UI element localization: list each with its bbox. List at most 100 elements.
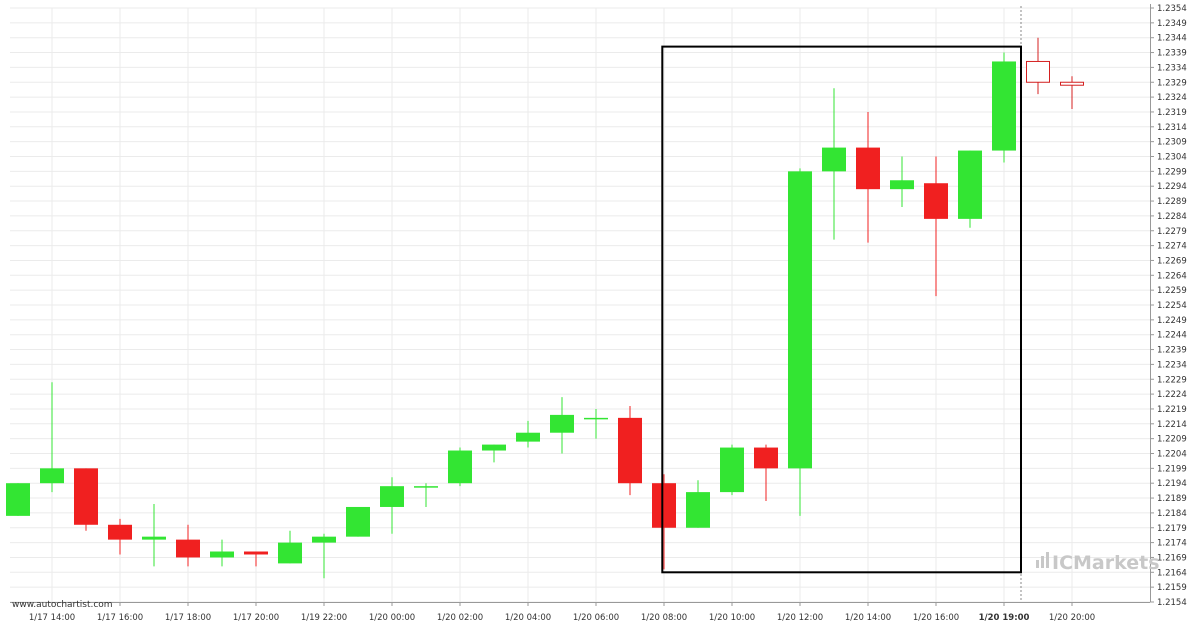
- candle-body: [924, 183, 948, 219]
- candle: [40, 382, 64, 493]
- candle: [992, 52, 1016, 163]
- candle-body: [448, 450, 472, 484]
- pattern-box: [661, 45, 1022, 574]
- x-tick-label: 1/20 02:00: [437, 613, 483, 623]
- candle: [346, 506, 370, 537]
- candle: [482, 444, 506, 463]
- candle-body: [652, 483, 676, 528]
- x-tick-label: 1/17 20:00: [233, 613, 279, 623]
- x-tick-label: 1/20 16:00: [913, 613, 959, 623]
- y-tick-label: 1.2319: [1157, 108, 1187, 118]
- y-tick-label: 1.2309: [1157, 138, 1187, 148]
- x-tick-label: 1/17 18:00: [165, 613, 211, 623]
- x-tick-label: 1/20 12:00: [777, 613, 823, 623]
- y-tick-label: 1.2209: [1157, 435, 1187, 445]
- y-tick-label: 1.2334: [1157, 63, 1187, 73]
- candle-body: [1026, 60, 1050, 83]
- candle: [176, 524, 200, 567]
- y-tick-label: 1.2284: [1157, 212, 1187, 222]
- y-tick-label: 1.2234: [1157, 360, 1187, 370]
- y-tick-label: 1.2164: [1157, 568, 1187, 578]
- candle-body: [550, 414, 574, 433]
- x-tick-label: 1/20 06:00: [573, 613, 619, 623]
- candle-body: [516, 432, 540, 442]
- y-tick-label: 1.2349: [1157, 19, 1187, 29]
- x-tick-label: 1/20 19:00: [979, 613, 1030, 623]
- candle-body: [312, 536, 336, 543]
- y-tick-label: 1.2189: [1157, 494, 1187, 504]
- candle-body: [890, 180, 914, 190]
- y-tick-label: 1.2304: [1157, 153, 1187, 163]
- y-tick-label: 1.2174: [1157, 539, 1187, 549]
- candle: [720, 444, 744, 496]
- y-tick-label: 1.2154: [1157, 598, 1187, 608]
- y-tick-label: 1.2344: [1157, 34, 1187, 44]
- x-tick-label: 1/20 14:00: [845, 613, 891, 623]
- candle: [652, 474, 676, 570]
- x-tick-label: 1/20 04:00: [505, 613, 551, 623]
- candle-body: [6, 483, 30, 516]
- candle: [686, 480, 710, 528]
- y-tick-label: 1.2354: [1157, 4, 1187, 14]
- candle: [924, 156, 948, 297]
- y-tick-label: 1.2169: [1157, 553, 1187, 563]
- candle-body: [380, 486, 404, 507]
- y-tick-label: 1.2329: [1157, 78, 1187, 88]
- candle: [312, 533, 336, 579]
- x-axis: 1/17 14:00 1/17 16:00 1/17 18:00 1/17 20:00…: [10, 602, 1150, 623]
- candle: [6, 483, 30, 516]
- candle-body: [346, 506, 370, 537]
- candle: [754, 444, 778, 502]
- y-tick-label: 1.2294: [1157, 182, 1187, 192]
- y-tick-label: 1.2264: [1157, 271, 1187, 281]
- y-tick-label: 1.2314: [1157, 123, 1187, 133]
- y-tick-label: 1.2339: [1157, 49, 1187, 59]
- candle-body: [1060, 81, 1084, 86]
- candle: [244, 551, 268, 567]
- candle-body: [74, 468, 98, 525]
- x-tick-label: 1/20 08:00: [641, 613, 687, 623]
- candle: [584, 408, 608, 439]
- candle: [108, 518, 132, 555]
- candle-body: [754, 447, 778, 469]
- pattern-box-layer: [661, 45, 1022, 574]
- candle-body: [210, 551, 234, 558]
- candle-body: [108, 524, 132, 540]
- candle-body: [822, 147, 846, 172]
- candle-body: [40, 468, 64, 484]
- candle-body: [618, 417, 642, 484]
- icmarkets-logo-icon: [1036, 552, 1049, 568]
- y-tick-label: 1.2179: [1157, 524, 1187, 534]
- candle-body: [584, 417, 608, 420]
- y-tick-label: 1.2324: [1157, 93, 1187, 103]
- y-tick-label: 1.2299: [1157, 167, 1187, 177]
- y-tick-label: 1.2249: [1157, 316, 1187, 326]
- y-tick-label: 1.2279: [1157, 227, 1187, 237]
- candle: [210, 539, 234, 567]
- candle: [788, 168, 812, 516]
- grid-lines: [10, 7, 1150, 603]
- y-tick-label: 1.2204: [1157, 450, 1187, 460]
- candle: [516, 420, 540, 448]
- x-tick-label: 1/19 22:00: [301, 613, 347, 623]
- candle-body: [686, 492, 710, 528]
- y-tick-label: 1.2159: [1157, 583, 1187, 593]
- candle: [1026, 37, 1050, 95]
- candle: [74, 468, 98, 531]
- x-tick-label: 1/20 10:00: [709, 613, 755, 623]
- candle-body: [244, 551, 268, 555]
- y-tick-label: 1.2194: [1157, 479, 1187, 489]
- credit-text: www.autochartist.com: [12, 600, 113, 610]
- candle-body: [856, 147, 880, 190]
- candle: [890, 156, 914, 207]
- y-tick-label: 1.2229: [1157, 375, 1187, 385]
- candles-layer: [6, 37, 1084, 579]
- candle: [448, 447, 472, 487]
- candle-body: [414, 486, 438, 488]
- y-tick-label: 1.2289: [1157, 197, 1187, 207]
- y-tick-label: 1.2219: [1157, 405, 1187, 415]
- brand-watermark: ICMarkets: [1036, 552, 1160, 574]
- candle: [822, 88, 846, 240]
